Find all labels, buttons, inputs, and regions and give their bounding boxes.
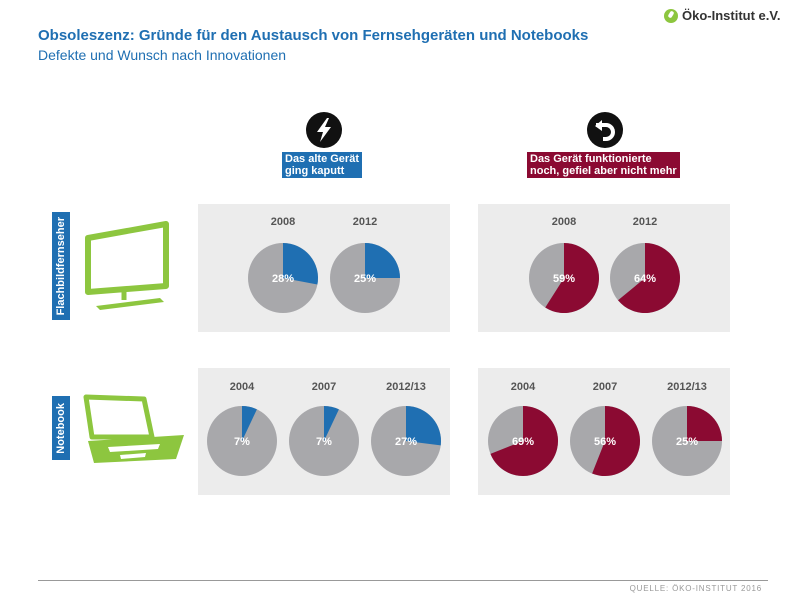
pie-value-label: 7% xyxy=(316,436,332,448)
pie-value-label: 7% xyxy=(234,436,250,448)
pie-value-label: 28% xyxy=(272,273,294,285)
pie-slice xyxy=(592,405,641,477)
pie-2-0: 7% xyxy=(207,406,277,476)
year-label: 2012 xyxy=(632,216,658,228)
pie-slice xyxy=(545,243,600,313)
pie-0-0: 28% xyxy=(248,243,319,313)
year-label: 2008 xyxy=(270,216,296,228)
footer-divider xyxy=(38,580,768,581)
year-label: 2004 xyxy=(510,381,536,393)
pie-value-label: 56% xyxy=(594,436,616,448)
logo-text: Öko-Institut e.V. xyxy=(682,8,781,23)
pie-value-label: 59% xyxy=(553,273,575,285)
year-label: 2004 xyxy=(229,381,255,393)
pie-2-2: 27% xyxy=(371,406,441,476)
row-label-notebook: Notebook xyxy=(52,396,70,460)
pie-3-2: 25% xyxy=(652,406,722,476)
year-label: 2007 xyxy=(311,381,337,393)
year-label: 2012 xyxy=(352,216,378,228)
pie-1-1: 64% xyxy=(610,243,680,313)
lightning-icon xyxy=(306,112,342,148)
pie-1-0: 59% xyxy=(529,243,600,313)
category-label-defect-line1: Das alte Gerät xyxy=(285,153,359,165)
laptop-icon xyxy=(83,394,184,463)
panel-tv-innovation xyxy=(478,204,730,332)
pie-2-1: 7% xyxy=(289,406,359,476)
pie-3-0: 69% xyxy=(488,406,559,476)
category-label-innovation-line1: Das Gerät funktionierte xyxy=(530,153,652,165)
pie-slice xyxy=(242,406,257,441)
row-label-tv: Flachbildfernseher xyxy=(52,212,70,320)
pie-slice xyxy=(618,243,680,313)
year-label: 2012/13 xyxy=(386,381,426,393)
category-label-defect-line2: ging kaputt xyxy=(285,165,345,177)
pie-slice xyxy=(490,406,559,476)
category-label-innovation: Das Gerät funktionierte noch, gefiel abe… xyxy=(527,152,680,178)
pie-3-1: 56% xyxy=(570,405,641,477)
category-label-innovation-line2: noch, gefiel aber nicht mehr xyxy=(530,165,677,177)
source-note: QUELLE: ÖKO-INSTITUT 2016 xyxy=(629,584,762,593)
pie-slice xyxy=(365,243,400,278)
pie-value-label: 25% xyxy=(676,436,698,448)
pie-slice xyxy=(283,243,319,285)
category-label-defect: Das alte Gerät ging kaputt xyxy=(282,152,362,178)
leaf-icon xyxy=(664,8,678,23)
tv-icon xyxy=(85,221,169,310)
pie-slice xyxy=(687,406,722,441)
year-label: 2008 xyxy=(551,216,577,228)
year-label: 2012/13 xyxy=(667,381,707,393)
page-title: Obsoleszenz: Gründe für den Austausch vo… xyxy=(38,27,589,44)
page-subtitle: Defekte und Wunsch nach Innovationen xyxy=(38,47,287,63)
pie-value-label: 64% xyxy=(634,273,656,285)
pie-slice xyxy=(406,406,441,446)
year-label: 2007 xyxy=(592,381,618,393)
pie-value-label: 69% xyxy=(512,436,534,448)
pie-value-label: 25% xyxy=(354,273,376,285)
return-arrow-icon xyxy=(587,112,623,148)
pie-slice xyxy=(324,406,339,441)
panel-tv-defect xyxy=(198,204,450,332)
logo: Öko-Institut e.V. xyxy=(664,8,780,23)
pie-0-1: 25% xyxy=(330,243,400,313)
pie-value-label: 27% xyxy=(395,436,417,448)
